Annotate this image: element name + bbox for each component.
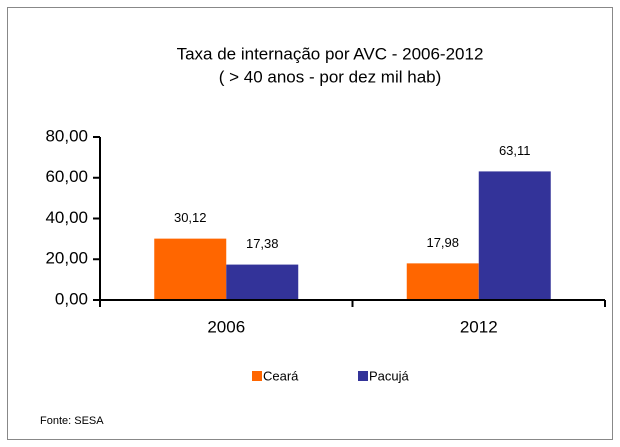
legend-label: Pacujá [369,368,410,383]
source-note: Fonte: SESA [40,415,104,427]
chart-title: Taxa de internação por AVC - 2006-2012 [177,44,484,63]
y-tick-label: 0,00 [55,289,88,308]
y-tick-label: 20,00 [45,249,88,268]
chart-subtitle: ( > 40 anos - por dez mil hab) [219,67,442,86]
value-label: 30,12 [174,210,207,225]
bar [154,238,227,300]
value-label: 17,98 [426,235,459,250]
bar [406,263,479,300]
x-tick-label: 2012 [460,317,498,336]
bar [478,171,551,300]
y-tick-label: 60,00 [45,167,88,186]
legend-label: Ceará [263,368,299,383]
value-label: 17,38 [246,236,279,251]
legend-swatch [252,371,262,381]
value-label: 63,11 [499,143,531,158]
legend-swatch [358,371,368,381]
y-tick-label: 80,00 [45,126,88,145]
y-tick-label: 40,00 [45,208,88,227]
x-tick-label: 2006 [207,317,245,336]
bar [226,264,299,300]
